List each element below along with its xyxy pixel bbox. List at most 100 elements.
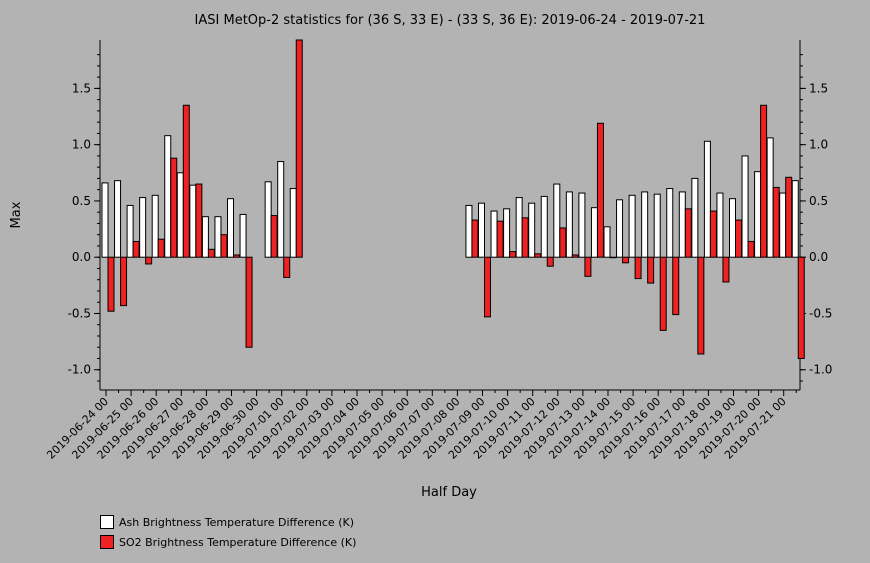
ash-bar: [176, 172, 184, 258]
ash-bar: [729, 198, 736, 258]
so2-bar: [484, 256, 491, 318]
y-tick-label-left: 1.0: [72, 138, 91, 152]
so2-bar: [509, 251, 517, 258]
ash-bar: [691, 177, 699, 258]
so2-bar: [182, 104, 190, 258]
ash-bar: [540, 195, 548, 258]
ash-bar: [741, 155, 749, 258]
ash-bar: [289, 188, 297, 258]
legend-entry-so2: SO2 Brightness Temperature Difference (K…: [100, 532, 356, 552]
ash-bar: [653, 193, 661, 258]
so2-bar: [233, 254, 240, 258]
ash-bar: [666, 188, 674, 258]
so2-bar: [496, 220, 504, 258]
y-tick-label-left: 0.0: [72, 250, 91, 264]
ash-bar: [151, 194, 159, 258]
ash-bar: [515, 197, 523, 258]
ash-bar: [590, 207, 598, 258]
so2-bar: [684, 208, 692, 258]
so2-bar: [534, 253, 542, 258]
so2-bar: [634, 256, 642, 280]
chart-title: IASI MetOp-2 statistics for (36 S, 33 E)…: [195, 13, 706, 28]
y-tick-label-right: 1.0: [809, 138, 828, 152]
ash-bar: [603, 226, 611, 258]
so2-bar: [772, 186, 780, 258]
so2-bar: [295, 39, 303, 258]
so2-bar: [270, 215, 278, 258]
y-tick-label-left: -0.5: [68, 306, 91, 320]
so2-bar: [647, 256, 655, 284]
legend-label-so2: SO2 Brightness Temperature Difference (K…: [119, 535, 357, 549]
ash-bar: [678, 191, 686, 258]
so2-bar: [797, 256, 805, 359]
so2-bar: [145, 256, 153, 265]
ash-bar: [227, 198, 234, 258]
y-tick-label-right: -0.5: [809, 306, 832, 320]
ash-bar: [716, 192, 724, 258]
so2-bar: [709, 210, 717, 258]
so2-bar: [760, 104, 768, 258]
so2-bar: [659, 256, 667, 331]
ash-bar: [779, 192, 787, 258]
ash-bar: [277, 161, 285, 258]
ash-bar: [578, 192, 586, 258]
so2-bar: [107, 256, 115, 312]
legend-label-ash: Ash Brightness Temperature Difference (K…: [119, 515, 354, 529]
ash-bar: [490, 210, 498, 258]
legend-swatch-so2: [100, 535, 114, 549]
so2-bar: [471, 219, 479, 258]
ash-bar: [766, 137, 774, 258]
y-tick-label-left: -1.0: [68, 363, 91, 377]
y-tick-label-left: 1.5: [72, 81, 91, 95]
ash-bar: [189, 184, 197, 258]
so2-bar: [747, 240, 755, 258]
ash-bar: [465, 204, 473, 258]
ash-bar: [164, 135, 172, 258]
so2-bar: [170, 157, 178, 258]
so2-bar: [697, 256, 705, 355]
ash-bar: [791, 180, 799, 258]
y-tick-label-right: 0.0: [809, 250, 828, 264]
ash-bar: [754, 171, 762, 258]
ash-bar: [139, 197, 147, 258]
ash-bar: [503, 208, 511, 258]
ash-bar: [628, 194, 636, 258]
so2-bar: [207, 248, 215, 258]
so2-bar: [672, 256, 680, 316]
so2-bar: [609, 256, 617, 259]
ash-bar: [264, 181, 272, 258]
ash-bar: [703, 140, 711, 258]
ash-bar: [126, 204, 134, 258]
so2-bar: [584, 256, 592, 277]
ash-bar: [214, 216, 222, 258]
ash-bar: [565, 191, 573, 258]
legend-entry-ash: Ash Brightness Temperature Difference (K…: [100, 512, 356, 532]
y-tick-label-right: 0.5: [809, 194, 828, 208]
so2-bar: [559, 227, 567, 258]
so2-bar: [571, 254, 579, 258]
so2-bar: [195, 183, 203, 258]
so2-bar: [546, 256, 554, 267]
y-tick-label-right: 1.5: [809, 81, 828, 95]
ash-bar: [553, 183, 561, 258]
so2-bar: [521, 217, 529, 258]
ash-bar: [101, 182, 109, 258]
ash-bar: [239, 213, 247, 258]
so2-bar: [722, 256, 730, 283]
so2-bar: [245, 256, 253, 348]
so2-bar: [132, 240, 140, 258]
x-axis-label: Half Day: [421, 485, 477, 500]
so2-bar: [220, 234, 228, 258]
ash-bar: [201, 216, 209, 258]
y-tick-label-right: -1.0: [809, 363, 832, 377]
ash-bar: [478, 202, 485, 258]
ash-bar: [616, 199, 624, 258]
so2-bar: [622, 256, 630, 264]
so2-bar: [157, 238, 165, 258]
ash-bar: [528, 202, 536, 258]
so2-bar: [120, 256, 128, 307]
legend: Ash Brightness Temperature Difference (K…: [100, 512, 356, 552]
ash-bar: [114, 180, 122, 258]
legend-swatch-ash: [100, 515, 114, 529]
